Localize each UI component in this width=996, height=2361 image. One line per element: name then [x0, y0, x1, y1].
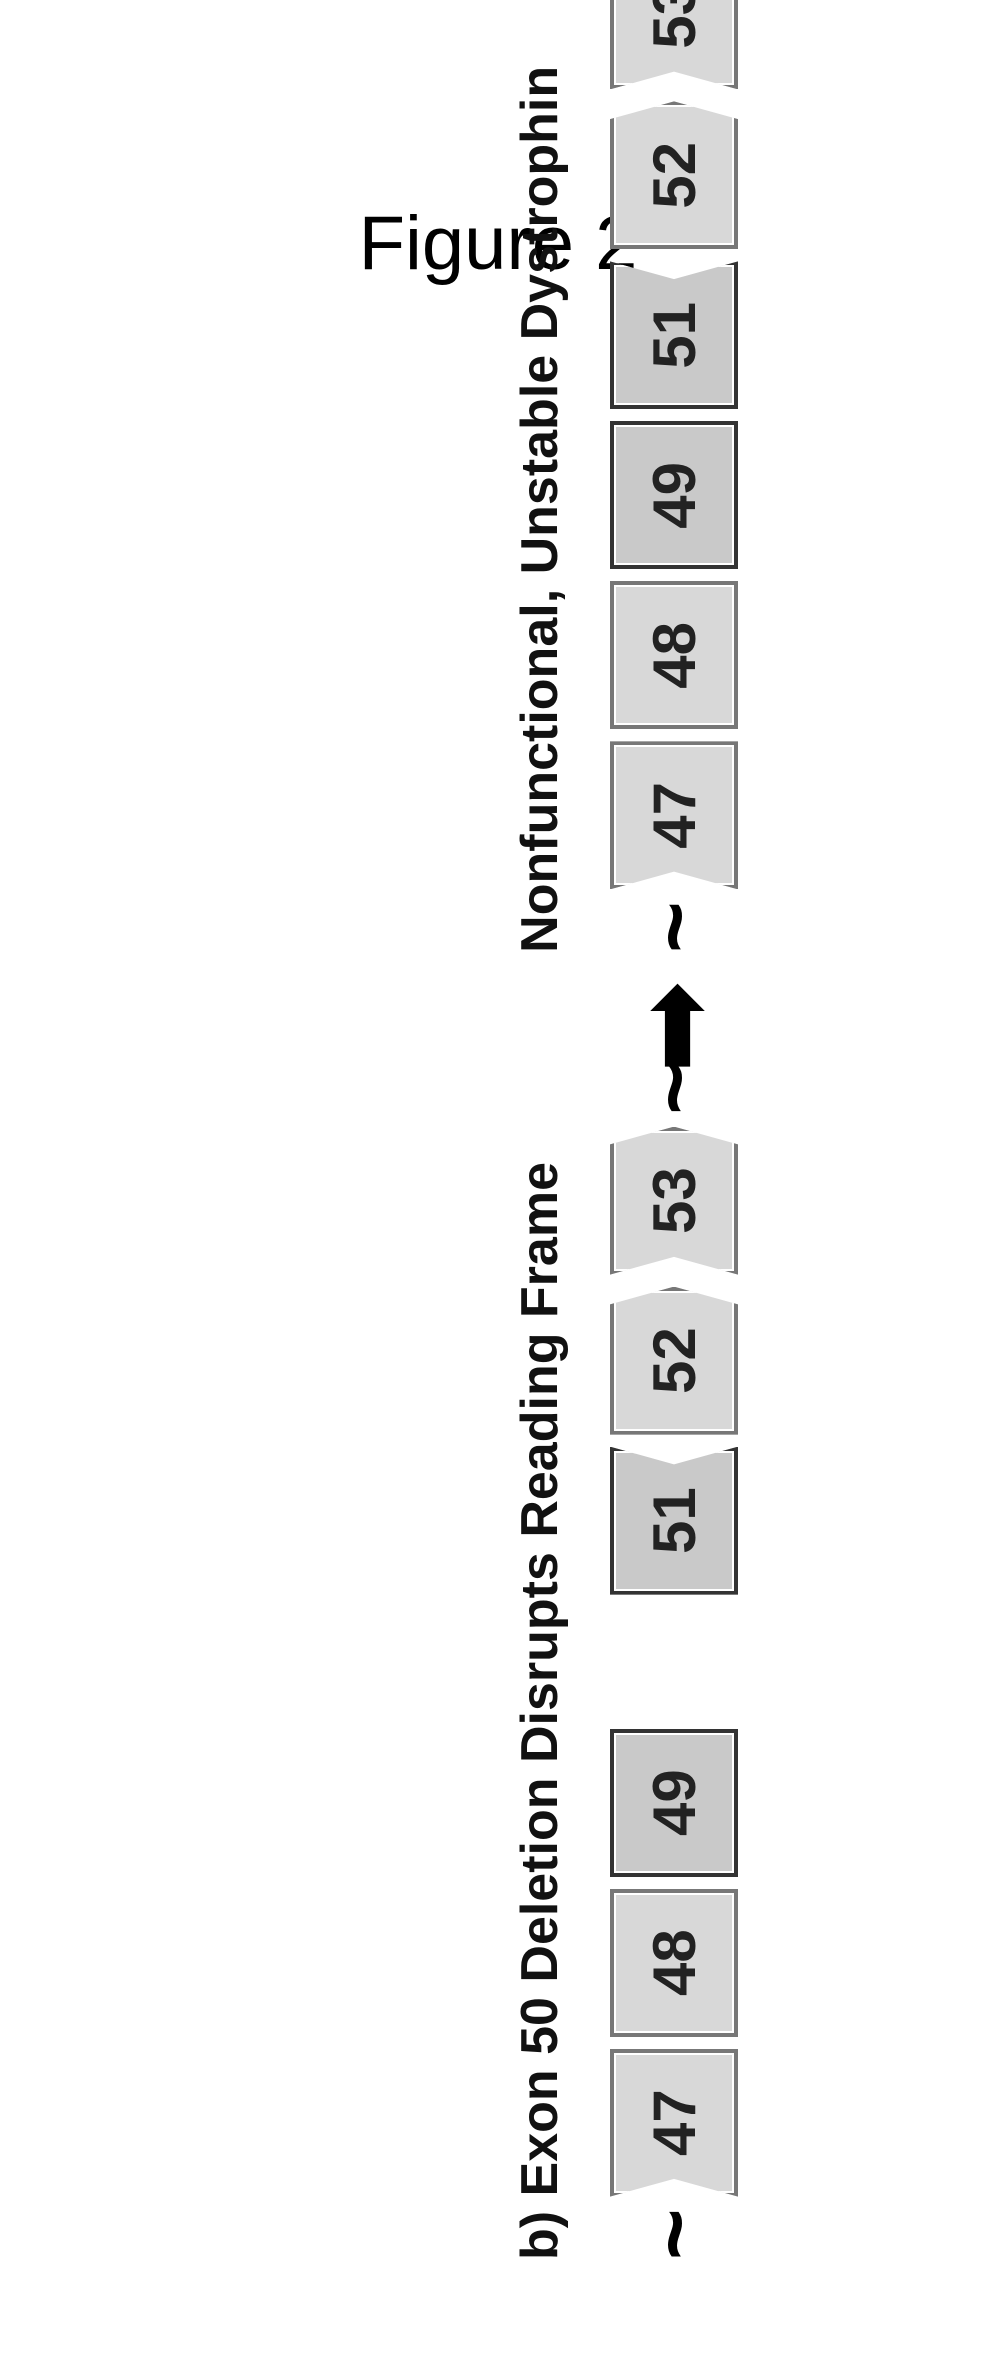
exon-row-right: ~ 474849515253~ — [610, 0, 738, 953]
exon-52: 52 — [610, 101, 738, 249]
exon-53: 53 — [610, 1127, 738, 1275]
exon-49: 49 — [610, 421, 738, 569]
exon-47: 47 — [610, 741, 738, 889]
caption-left: b) Exon 50 Deletion Disrupts Reading Fra… — [510, 1162, 570, 2260]
exon-53: 53 — [610, 0, 738, 89]
exon-52: 52 — [610, 1287, 738, 1435]
exon-49: 49 — [610, 1729, 738, 1877]
arrow-icon: ➡ — [610, 981, 739, 1073]
exon-row-left: ~ 474849515253~ — [610, 1063, 738, 2260]
exon-47: 47 — [610, 2049, 738, 2197]
tilde-start-right: ~ — [623, 901, 725, 952]
rotated-diagram-strip: b) Exon 50 Deletion Disrupts Reading Fra… — [510, 0, 880, 2260]
tilde-start-left: ~ — [623, 2209, 725, 2260]
figure-canvas: Figure 2 b) Exon 50 Deletion Disrupts Re… — [0, 0, 996, 2361]
exon-51: 51 — [610, 261, 738, 409]
exon-48: 48 — [610, 1889, 738, 2037]
exon-48: 48 — [610, 581, 738, 729]
exon-50-deletion-gap — [614, 1607, 734, 1717]
caption-right: Nonfunctional, Unstable Dystrophin — [510, 66, 570, 953]
exon-51: 51 — [610, 1447, 738, 1595]
